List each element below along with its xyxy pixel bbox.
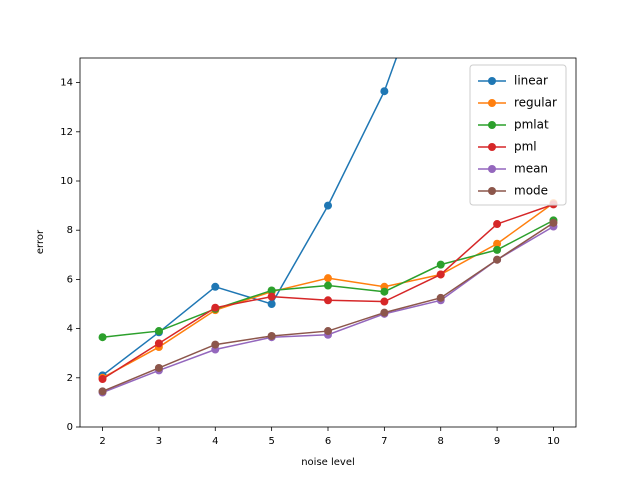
legend: linear regular pmlat pml mean mode	[469, 64, 567, 206]
data-point	[549, 218, 558, 227]
data-point	[436, 270, 445, 279]
x-tick-label: 6	[325, 436, 331, 447]
data-point	[324, 274, 332, 283]
y-tick-label: 8	[67, 225, 73, 236]
data-point	[493, 255, 502, 264]
x-tick-label: 4	[212, 436, 218, 447]
data-point	[380, 287, 389, 296]
y-tick-label: 0	[67, 422, 73, 433]
data-point	[267, 292, 276, 301]
data-point	[98, 387, 107, 396]
legend-marker	[488, 77, 496, 85]
x-axis-label: noise level	[301, 457, 355, 468]
data-point	[267, 300, 276, 308]
legend-label: pml	[514, 140, 537, 154]
x-tick-label: 8	[438, 436, 444, 447]
legend-marker	[488, 121, 496, 129]
y-axis-label: error	[35, 229, 46, 254]
legend-marker	[488, 165, 496, 173]
data-point	[324, 201, 332, 210]
data-point	[211, 282, 220, 291]
legend-label: pmlat	[514, 118, 549, 132]
legend-marker	[488, 143, 496, 151]
x-tick-label: 9	[494, 436, 500, 447]
data-point	[211, 340, 220, 349]
data-point	[154, 339, 163, 348]
x-tick-label: 10	[547, 436, 560, 447]
y-tick-label: 10	[60, 176, 73, 187]
data-point	[380, 297, 389, 306]
data-point	[436, 260, 445, 269]
plot-area	[98, 58, 558, 397]
x-tick-label: 3	[156, 436, 162, 447]
x-tick-label: 2	[99, 436, 105, 447]
y-tick-label: 12	[60, 127, 73, 138]
data-point	[211, 303, 220, 312]
data-point	[267, 286, 276, 295]
data-point	[493, 220, 502, 229]
y-tick-label: 6	[67, 274, 73, 285]
data-point	[324, 281, 332, 290]
legend-marker	[488, 187, 496, 195]
x-tick-label: 7	[381, 436, 387, 447]
legend-label: linear	[514, 74, 548, 88]
axes-frame	[79, 57, 577, 428]
data-point	[98, 333, 107, 342]
y-tick-label: 2	[67, 373, 73, 384]
data-point	[493, 239, 502, 248]
data-point	[267, 331, 276, 340]
data-point	[154, 327, 163, 336]
legend-label: mode	[514, 184, 548, 198]
data-point	[154, 363, 163, 372]
legend-label: mean	[514, 162, 548, 176]
data-point	[380, 308, 389, 317]
y-tick-label: 14	[60, 78, 73, 89]
data-point	[324, 296, 332, 305]
data-point	[436, 293, 445, 302]
data-point	[324, 327, 332, 336]
legend-label: regular	[514, 96, 557, 110]
legend-marker	[488, 99, 496, 107]
x-tick-label: 5	[268, 436, 274, 447]
data-point	[380, 87, 389, 96]
data-point	[493, 245, 502, 254]
y-tick-label: 4	[67, 324, 73, 335]
data-point	[98, 375, 107, 384]
